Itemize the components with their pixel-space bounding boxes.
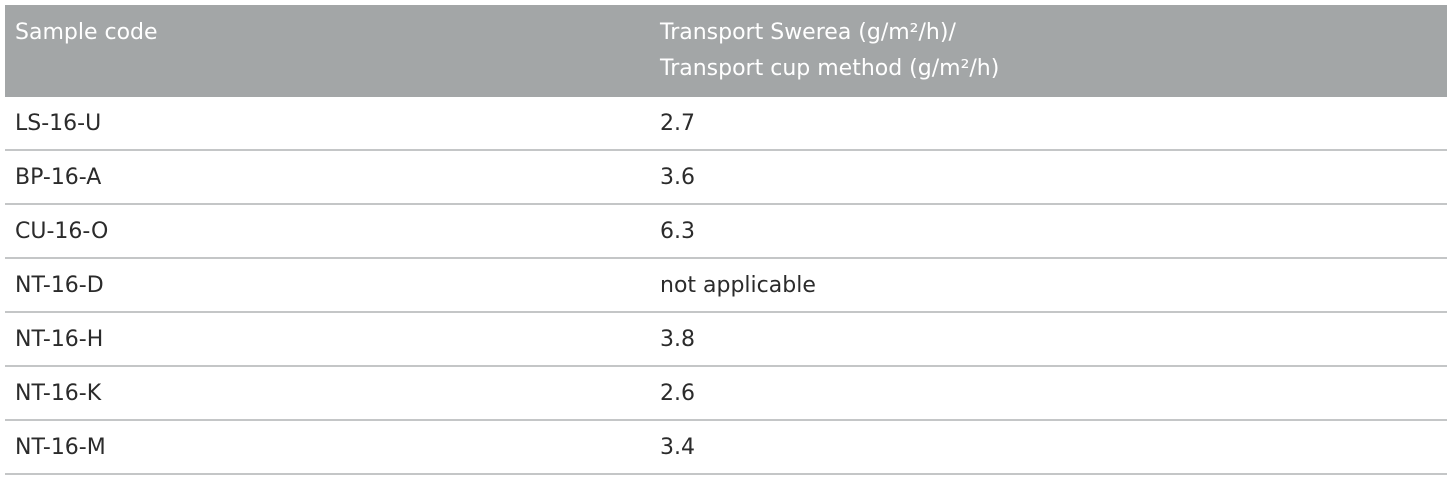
cell-transport-value: 3.6 [660,164,695,190]
cell-transport-value: 2.6 [660,380,695,406]
table-row: NT-16-K 2.6 [5,367,1447,421]
table-row: NT-16-M 3.4 [5,421,1447,475]
cell-transport-value: 3.4 [660,434,695,460]
table-row: LS-16-U 2.7 [5,97,1447,151]
header-transport-line1: Transport Swerea (g/m²/h)/ [660,20,956,45]
cell-transport-value: 2.7 [660,110,695,136]
table-body: LS-16-U 2.7 BP-16-A 3.6 CU-16-O 6.3 NT-1… [5,97,1447,475]
table-row: NT-16-H 3.8 [5,313,1447,367]
cell-sample-code: CU-16-O [15,218,109,244]
table-header: Sample code Transport Swerea (g/m²/h)/ T… [5,5,1447,97]
data-table: Sample code Transport Swerea (g/m²/h)/ T… [5,5,1447,475]
header-transport: Transport Swerea (g/m²/h)/ Transport cup… [653,5,1447,97]
header-transport-line2: Transport cup method (g/m²/h) [660,56,1000,81]
cell-sample-code: NT-16-D [15,272,104,298]
cell-sample-code: NT-16-M [15,434,106,460]
table-row: BP-16-A 3.6 [5,151,1447,205]
cell-sample-code: LS-16-U [15,110,102,136]
cell-transport-value: not applicable [660,272,816,298]
cell-sample-code: NT-16-K [15,380,102,406]
cell-sample-code: BP-16-A [15,164,102,190]
cell-transport-value: 6.3 [660,218,695,244]
header-sample-code: Sample code [15,20,158,45]
table-row: CU-16-O 6.3 [5,205,1447,259]
table-row: NT-16-D not applicable [5,259,1447,313]
cell-sample-code: NT-16-H [15,326,104,352]
cell-transport-value: 3.8 [660,326,695,352]
